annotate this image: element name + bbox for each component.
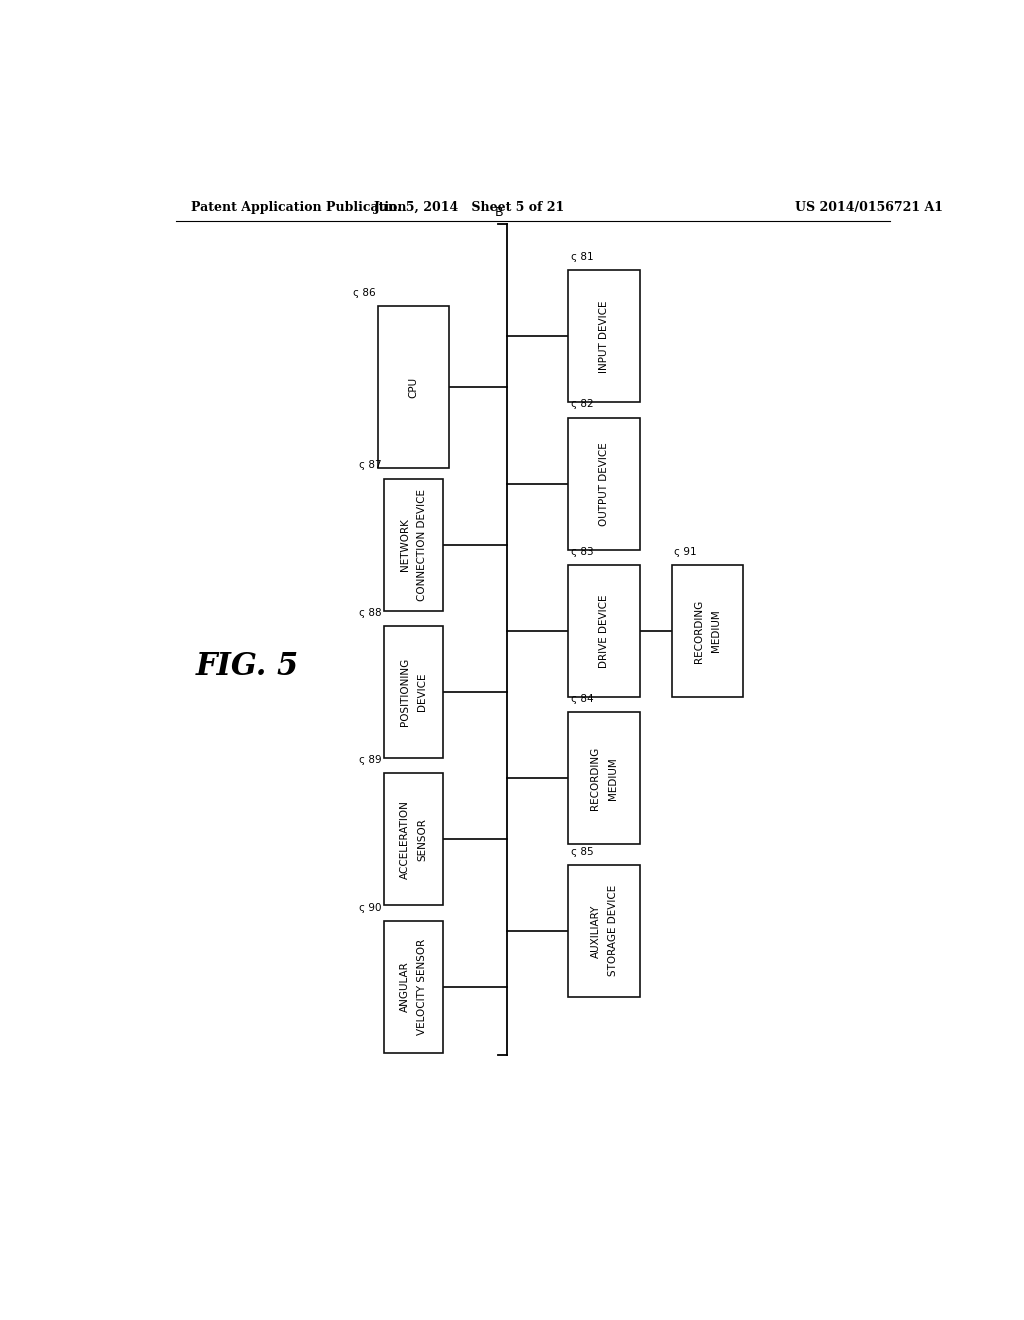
Text: OUTPUT DEVICE: OUTPUT DEVICE [599, 442, 609, 525]
Text: FIG. 5: FIG. 5 [196, 651, 299, 682]
Text: ς 90: ς 90 [359, 903, 382, 912]
Text: Jun. 5, 2014   Sheet 5 of 21: Jun. 5, 2014 Sheet 5 of 21 [374, 201, 565, 214]
Text: ς 91: ς 91 [674, 546, 696, 557]
Bar [568, 865, 640, 997]
Text: AUXILIARY: AUXILIARY [591, 904, 600, 957]
Text: DEVICE: DEVICE [418, 673, 427, 711]
Text: RECORDING: RECORDING [591, 747, 600, 810]
Bar [384, 479, 443, 611]
Text: ς 86: ς 86 [353, 288, 376, 297]
Text: POSITIONING: POSITIONING [400, 657, 410, 726]
Text: SENSOR: SENSOR [418, 818, 427, 861]
Text: ς 85: ς 85 [570, 846, 594, 857]
Bar [384, 921, 443, 1053]
Bar [568, 565, 640, 697]
Text: DRIVE DEVICE: DRIVE DEVICE [599, 594, 609, 668]
Text: INPUT DEVICE: INPUT DEVICE [599, 300, 609, 372]
Text: US 2014/0156721 A1: US 2014/0156721 A1 [795, 201, 943, 214]
Text: STORAGE DEVICE: STORAGE DEVICE [608, 886, 617, 977]
Text: RECORDING: RECORDING [693, 599, 703, 663]
Text: NETWORK: NETWORK [400, 519, 410, 572]
Text: ς 83: ς 83 [570, 546, 594, 557]
Bar [384, 626, 443, 758]
Bar [568, 713, 640, 845]
Text: Patent Application Publication: Patent Application Publication [191, 201, 407, 214]
Bar [384, 774, 443, 906]
Text: ς 87: ς 87 [359, 461, 382, 470]
Text: VELOCITY SENSOR: VELOCITY SENSOR [418, 939, 427, 1035]
Bar [568, 417, 640, 549]
Text: MEDIUM: MEDIUM [711, 610, 721, 652]
Bar [378, 306, 450, 469]
Text: ς 84: ς 84 [570, 694, 594, 704]
Text: ACCELERATION: ACCELERATION [400, 800, 410, 879]
Text: MEDIUM: MEDIUM [608, 758, 617, 800]
Text: ς 89: ς 89 [359, 755, 382, 766]
Text: ANGULAR: ANGULAR [400, 961, 410, 1012]
Text: CONNECTION DEVICE: CONNECTION DEVICE [418, 488, 427, 601]
Text: CPU: CPU [409, 376, 419, 397]
Text: ς 88: ς 88 [359, 607, 382, 618]
Text: B: B [495, 206, 504, 219]
Text: ς 81: ς 81 [570, 252, 594, 263]
Bar [568, 271, 640, 403]
Bar [672, 565, 743, 697]
Text: ς 82: ς 82 [570, 400, 594, 409]
